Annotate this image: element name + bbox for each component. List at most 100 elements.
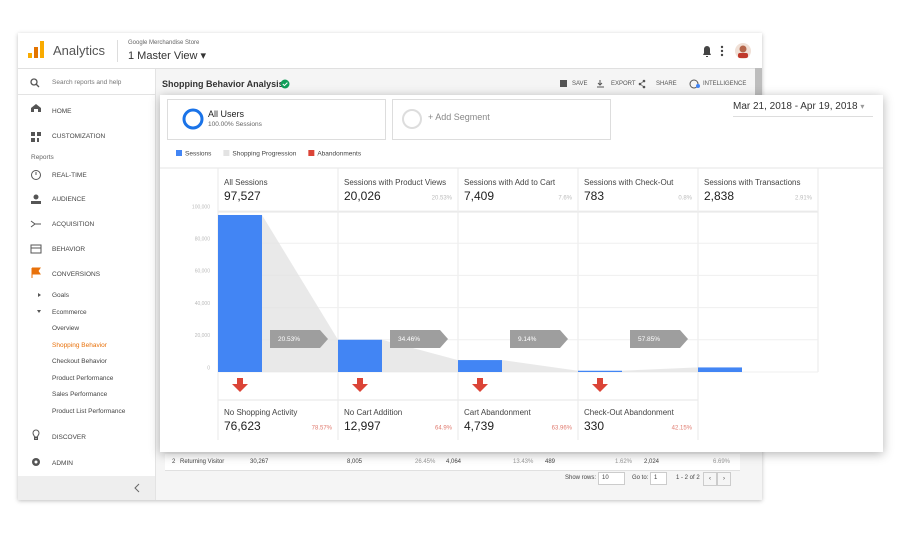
y-tick-label: 60,000 [195, 269, 211, 275]
abandon-share: 63.96% [552, 426, 573, 432]
header-icons [703, 43, 751, 59]
rows-select[interactable]: 10 [598, 472, 625, 485]
nav-item[interactable]: Product List Performance [52, 408, 126, 415]
progression-arrow [270, 330, 328, 348]
report-title: Shopping Behavior Analysis [162, 79, 284, 89]
legend-label: Shopping Progression [232, 151, 296, 158]
nav-item[interactable]: DISCOVER [52, 434, 86, 441]
nav-item[interactable]: CONVERSIONS [52, 271, 101, 278]
progression-arrow [390, 330, 448, 348]
abandon-arrow [232, 378, 248, 392]
stage-name: Sessions with Product Views [344, 178, 446, 187]
segment-box[interactable] [167, 99, 386, 140]
nav-item-active[interactable]: Shopping Behavior [52, 342, 107, 349]
nav-item[interactable]: HOME [52, 108, 72, 115]
abandon-share: 64.9% [435, 426, 453, 432]
cell: 489 [545, 459, 556, 465]
collapse-bar[interactable] [18, 476, 155, 500]
divider [117, 40, 118, 62]
nav-item[interactable]: ADMIN [52, 460, 73, 467]
active-item-bg [18, 339, 155, 351]
action-icons [560, 79, 700, 89]
add-segment-box[interactable] [392, 99, 611, 140]
progression-label: 9.14% [518, 336, 537, 343]
y-tick-label: 80,000 [195, 237, 211, 243]
session-bar [458, 360, 502, 372]
row-index: 2 [172, 459, 176, 465]
legend-swatch [176, 150, 182, 156]
stage-share: 2.91% [795, 196, 813, 202]
go-to-label: Go to: [632, 475, 649, 481]
show-rows-label: Show rows: [565, 475, 597, 481]
search-row[interactable] [18, 72, 155, 95]
action-share[interactable]: SHARE [656, 81, 677, 87]
cell: 6.69% [713, 459, 731, 465]
nav-item[interactable]: REAL-TIME [52, 172, 87, 179]
view-name: 1 Master View [128, 50, 198, 62]
cell: 30,267 [250, 459, 269, 465]
progression-area [262, 214, 338, 372]
nav-item[interactable]: ACQUISITION [52, 221, 95, 228]
abandon-value: 330 [584, 419, 604, 433]
page-input[interactable]: 1 [650, 472, 667, 485]
progression-arrow [510, 330, 568, 348]
session-bar [578, 370, 622, 372]
nav-item[interactable]: Sales Performance [52, 391, 108, 398]
action-intelligence[interactable]: INTELLIGENCE [703, 81, 747, 87]
stage-value: 783 [584, 189, 604, 203]
segment-share: 100.00% Sessions [208, 121, 262, 128]
session-bar [698, 367, 742, 372]
page-scrollbar [755, 68, 762, 98]
abandon-arrow [592, 378, 608, 392]
cell: 2,024 [644, 459, 660, 465]
action-save[interactable]: SAVE [572, 81, 588, 87]
progression-arrow [630, 330, 688, 348]
nav-item[interactable]: BEHAVIOR [52, 246, 86, 253]
nav-item[interactable]: CUSTOMIZATION [52, 133, 106, 140]
collapse-icon [134, 483, 140, 493]
y-tick-label: 40,000 [195, 301, 211, 307]
nav-item[interactable]: Checkout Behavior [52, 358, 107, 365]
account: Google Merchandise Store [128, 40, 200, 46]
progression-label: 34.46% [398, 336, 420, 343]
funnel-card: All Users 100.00% Sessions + Add Segment… [160, 95, 883, 452]
next-button[interactable]: › [717, 472, 731, 486]
abandon-value: 12,997 [344, 419, 381, 433]
view-selector[interactable]: 1 Master View ▾ [128, 50, 207, 62]
range-label: 1 - 2 of 2 [676, 475, 700, 481]
abandon-value: 4,739 [464, 419, 494, 433]
stage-name: Sessions with Add to Cart [464, 178, 556, 187]
action-export[interactable]: EXPORT [611, 81, 636, 87]
prev-button[interactable]: ‹ [703, 472, 717, 486]
nav-item[interactable]: AUDIENCE [52, 196, 86, 203]
nav-item[interactable]: Ecommerce [52, 309, 87, 316]
stage-value: 97,527 [224, 189, 261, 203]
y-tick-label: 0 [207, 365, 210, 371]
stage-value: 20,026 [344, 189, 381, 203]
segment-name: All Users [208, 109, 245, 119]
stage-name: All Sessions [224, 178, 268, 187]
cell: 1.62% [615, 459, 633, 465]
stage-name: Sessions with Check-Out [584, 178, 674, 187]
nav-item[interactable]: Product Performance [52, 375, 114, 382]
progression-label: 57.85% [638, 336, 660, 343]
header [18, 33, 762, 69]
legend-label: Abandonments [317, 151, 361, 158]
nav-item[interactable]: Overview [52, 325, 80, 332]
nav-item[interactable]: Goals [52, 292, 69, 299]
add-segment-ring [402, 109, 422, 129]
y-tick-label: 20,000 [195, 333, 211, 339]
date-range-text: Mar 21, 2018 - Apr 19, 2018 [733, 101, 858, 112]
legend-swatch [223, 150, 230, 156]
reports-heading: Reports [31, 154, 54, 161]
search-input[interactable]: Search reports and help [52, 79, 122, 86]
cell: 8,005 [347, 459, 363, 465]
nav-icons [30, 104, 42, 466]
date-range[interactable]: Mar 21, 2018 - Apr 19, 2018 ▾ [733, 101, 873, 117]
abandon-arrow [472, 378, 488, 392]
abandon-value: 76,623 [224, 419, 261, 433]
stage-share: 20.53% [432, 196, 453, 202]
abandon-name: Check-Out Abandonment [584, 408, 675, 417]
stage-share: 7.6% [558, 196, 572, 202]
